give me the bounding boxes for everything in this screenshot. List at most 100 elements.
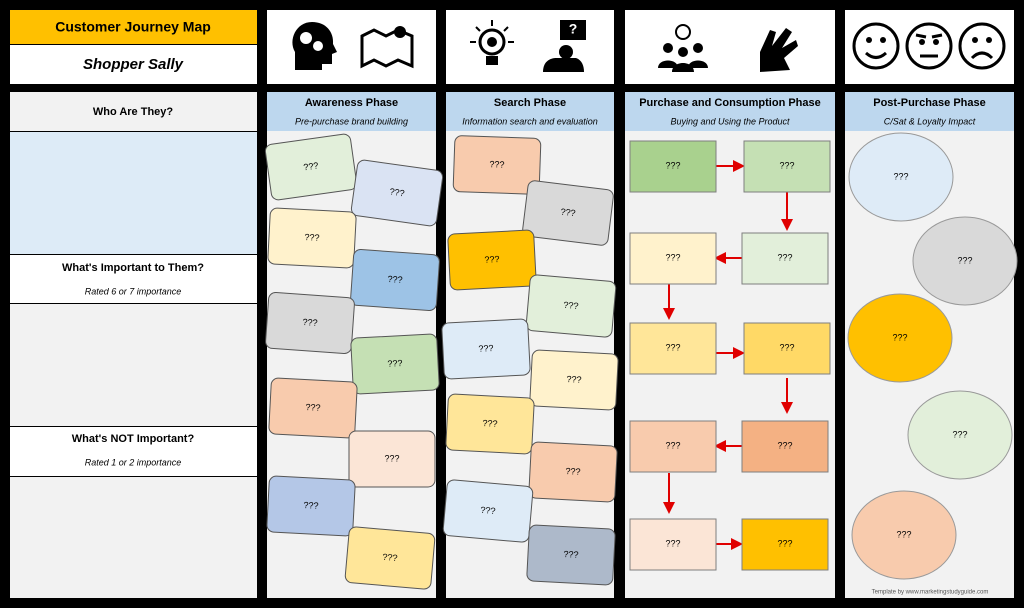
card-shape bbox=[267, 207, 357, 269]
card: ??? bbox=[851, 490, 957, 580]
card-text: ??? bbox=[779, 160, 794, 170]
card-shape bbox=[741, 518, 829, 571]
card: ??? bbox=[629, 322, 717, 375]
card: ??? bbox=[268, 377, 358, 439]
row-subtitle: Rated 1 or 2 importance bbox=[85, 457, 182, 467]
card-shape bbox=[447, 229, 537, 291]
card-text: ??? bbox=[957, 255, 972, 265]
card: ??? bbox=[350, 249, 440, 311]
card-shape bbox=[522, 180, 614, 246]
card-shape bbox=[629, 140, 717, 193]
card-shape bbox=[741, 420, 829, 473]
card-text: ??? bbox=[482, 418, 498, 429]
card: ??? bbox=[629, 140, 717, 193]
card-text: ??? bbox=[665, 342, 680, 352]
card-text: ??? bbox=[478, 343, 494, 354]
card: ??? bbox=[522, 180, 614, 246]
card: ??? bbox=[528, 441, 618, 503]
card-text: ??? bbox=[304, 232, 320, 243]
card-shape bbox=[350, 159, 444, 227]
phase-title: Awareness Phase bbox=[305, 97, 398, 109]
card-shape bbox=[525, 274, 617, 338]
card-shape bbox=[526, 524, 616, 586]
phase-title: Search Phase bbox=[494, 97, 566, 109]
card: ??? bbox=[848, 132, 954, 222]
card-text: ??? bbox=[777, 538, 792, 548]
card: ??? bbox=[267, 207, 357, 269]
phase-subtitle: Information search and evaluation bbox=[462, 116, 598, 126]
card: ??? bbox=[526, 524, 616, 586]
card: ??? bbox=[445, 393, 535, 455]
card-shape bbox=[851, 490, 957, 580]
phase-header bbox=[845, 92, 1014, 131]
card-text: ??? bbox=[892, 332, 907, 342]
card-shape bbox=[528, 441, 618, 503]
card-shape bbox=[441, 318, 531, 380]
card-text: ??? bbox=[665, 252, 680, 262]
card-shape bbox=[452, 135, 542, 195]
card-shape bbox=[741, 232, 829, 285]
card: ??? bbox=[529, 349, 619, 411]
card-text: ??? bbox=[303, 500, 319, 511]
card-text: ??? bbox=[565, 466, 581, 477]
card-text: ??? bbox=[303, 160, 319, 172]
card-text: ??? bbox=[777, 252, 792, 262]
card-shape bbox=[268, 377, 358, 439]
card: ??? bbox=[741, 518, 829, 571]
card-shape bbox=[442, 479, 534, 543]
phase-subtitle: Pre-purchase brand building bbox=[295, 116, 408, 126]
card-shape bbox=[348, 430, 436, 488]
card: ??? bbox=[348, 430, 436, 488]
card: ??? bbox=[266, 475, 356, 537]
phase-title: Post-Purchase Phase bbox=[873, 97, 986, 109]
card-text: ??? bbox=[382, 552, 398, 563]
phase-subtitle: C/Sat & Loyalty Impact bbox=[884, 116, 976, 126]
card: ??? bbox=[743, 140, 831, 193]
phases: Awareness Phase Pre-purchase brand buildi… bbox=[264, 92, 1018, 598]
card-shape bbox=[629, 518, 717, 571]
card-shape bbox=[350, 249, 440, 311]
card: ??? bbox=[350, 159, 444, 227]
card-shape bbox=[907, 390, 1013, 480]
card: ??? bbox=[265, 292, 355, 354]
icons: ? bbox=[267, 10, 1014, 84]
card: ??? bbox=[912, 216, 1018, 306]
card-text: ??? bbox=[665, 538, 680, 548]
card: ??? bbox=[907, 390, 1013, 480]
footer: Template by www.marketingstudyguide.com bbox=[872, 590, 989, 596]
card: ??? bbox=[441, 318, 531, 380]
title: Customer Journey Map bbox=[55, 19, 211, 35]
card-shape bbox=[265, 292, 355, 354]
phase-subtitle: Buying and Using the Product bbox=[670, 116, 790, 126]
phase-title: Purchase and Consumption Phase bbox=[639, 97, 821, 109]
card-text: ??? bbox=[305, 402, 321, 413]
card-shape bbox=[848, 132, 954, 222]
phase-header bbox=[267, 92, 436, 131]
phase-header bbox=[446, 92, 614, 131]
card-shape bbox=[266, 475, 356, 537]
card: ??? bbox=[629, 518, 717, 571]
card-shape bbox=[264, 133, 358, 201]
card-text: ??? bbox=[777, 440, 792, 450]
card-text: ??? bbox=[302, 317, 318, 328]
card-text: ??? bbox=[489, 159, 504, 170]
card: ??? bbox=[350, 333, 440, 395]
row-title: What's NOT Important? bbox=[72, 433, 195, 445]
card-text: ??? bbox=[480, 505, 496, 516]
card-text: ??? bbox=[563, 300, 579, 311]
card: ??? bbox=[344, 526, 436, 590]
card-shape bbox=[445, 393, 535, 455]
card: ??? bbox=[629, 232, 717, 285]
card-text: ??? bbox=[387, 358, 403, 369]
card-shape bbox=[629, 420, 717, 473]
svg-text:?: ? bbox=[569, 21, 578, 37]
card-text: ??? bbox=[665, 440, 680, 450]
card-shape bbox=[529, 349, 619, 411]
card-text: ??? bbox=[389, 186, 405, 198]
card-text: ??? bbox=[484, 254, 500, 265]
card-shape bbox=[847, 293, 953, 383]
card: ??? bbox=[743, 322, 831, 375]
card-shape bbox=[344, 526, 436, 590]
card-text: ??? bbox=[779, 342, 794, 352]
